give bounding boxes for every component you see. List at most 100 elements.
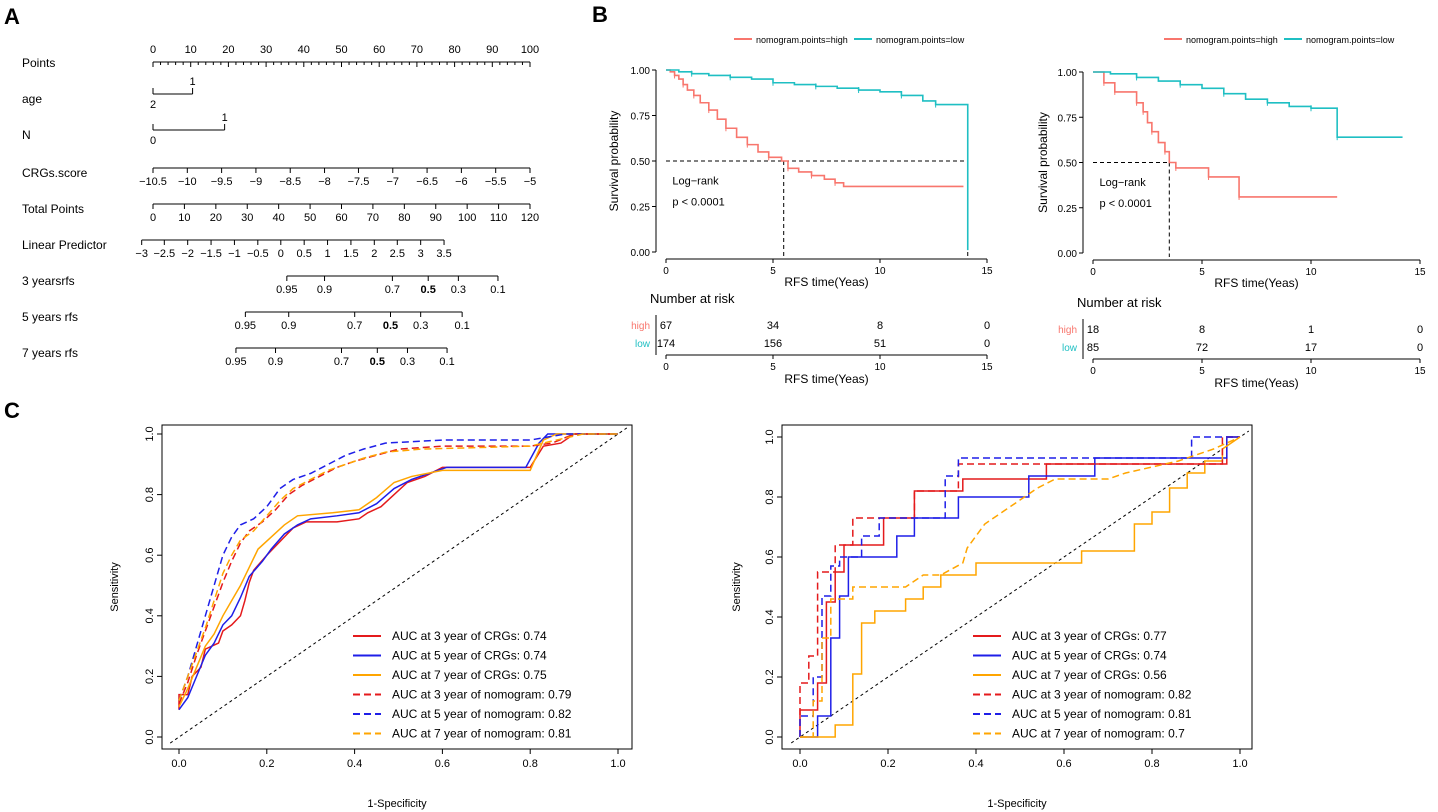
- km-plot-b-left: nomogram.points=high nomogram.points=low 0…: [607, 35, 993, 386]
- survival-curve-low: [666, 69, 969, 251]
- x-tick-label: 0: [1090, 267, 1096, 278]
- nomogram-tick-label: 100: [458, 212, 476, 224]
- plot-frame: [781, 424, 1253, 750]
- pvalue-label: p < 0.0001: [1100, 198, 1152, 210]
- legend-label: AUC at 7 year of nomogram: 0.81: [392, 727, 572, 741]
- nomogram-tick-label: 2.5: [390, 248, 405, 260]
- nomogram-tick-label: 1: [190, 76, 196, 88]
- nomogram-tick-label: 10: [185, 44, 197, 56]
- nomogram-tick-label: −1: [228, 248, 241, 260]
- nomogram-tick-label: 30: [260, 44, 272, 56]
- nomogram-tick-label: −10.5: [139, 176, 167, 188]
- roc-curve: [800, 436, 1240, 738]
- legend-label: AUC at 3 year of CRGs: 0.74: [392, 629, 547, 643]
- y-tick-label: 0.0: [144, 729, 156, 744]
- x-tick-label: 0.6: [435, 758, 450, 770]
- risk-x-tick-label: 5: [1199, 366, 1205, 377]
- nomogram-row-label: CRGs.score: [22, 166, 88, 180]
- legend-label-low: nomogram.points=low: [1306, 35, 1395, 45]
- x-tick-label: 15: [1414, 267, 1426, 278]
- roc-plot-c-left: 0.0 0.0 0.2 0.2 0.4 0.4 0.6 0.6 0.8 0.8 1.0 1.0 1-Sp…: [109, 424, 633, 810]
- risk-count: 51: [874, 338, 886, 350]
- risk-table-title: Number at risk: [1077, 295, 1162, 310]
- roc-curve: [800, 436, 1241, 738]
- legend-label: AUC at 5 year of CRGs: 0.74: [1012, 649, 1167, 663]
- nomogram-tick-label: 70: [367, 212, 379, 224]
- panel-label-a: A: [4, 4, 20, 29]
- risk-count: 34: [767, 320, 779, 332]
- x-axis-title: 1-Specificity: [367, 798, 427, 810]
- risk-count: 0: [984, 338, 990, 350]
- risk-count: 0: [1417, 342, 1423, 354]
- y-tick-label: 0.2: [144, 669, 156, 684]
- panel-label-b: B: [592, 2, 608, 27]
- nomogram-tick-label: −2.5: [153, 248, 175, 260]
- survival-curve-high: [666, 69, 964, 188]
- y-tick-label: 0.8: [764, 489, 776, 504]
- nomogram-tick-label: 0: [278, 248, 284, 260]
- risk-count: 0: [984, 320, 990, 332]
- y-tick-label: 0.00: [631, 248, 651, 259]
- risk-x-tick-label: 15: [981, 362, 993, 373]
- nomogram-tick-label: 1.5: [343, 248, 358, 260]
- nomogram-tick-label: 60: [335, 212, 347, 224]
- nomogram-tick-label: −5.5: [485, 176, 507, 188]
- legend-label: AUC at 3 year of nomogram: 0.82: [1012, 688, 1192, 702]
- nomogram-tick-label: 10: [178, 212, 190, 224]
- roc-curve: [178, 433, 618, 701]
- x-axis-title: 1-Specificity: [987, 798, 1047, 810]
- risk-count: 0: [1417, 324, 1423, 336]
- nomogram-tick-label: 50: [335, 44, 347, 56]
- risk-count: 17: [1305, 342, 1317, 354]
- x-tick-label: 1.0: [610, 758, 625, 770]
- risk-x-axis-title: RFS time(Yeas): [784, 372, 868, 386]
- risk-group-label: high: [1058, 325, 1077, 336]
- risk-x-tick-label: 0: [1090, 366, 1096, 377]
- y-tick-label: 1.00: [631, 66, 651, 77]
- nomogram-tick-label: 50: [304, 212, 316, 224]
- legend-label: AUC at 3 year of nomogram: 0.79: [392, 688, 572, 702]
- nomogram-tick-label: 0.95: [235, 320, 256, 332]
- risk-x-tick-label: 10: [1305, 366, 1317, 377]
- nomogram-row-label: 3 yearsrfs: [22, 274, 75, 288]
- nomogram-tick-label: 20: [222, 44, 234, 56]
- nomogram-tick-label: 0.1: [439, 356, 454, 368]
- nomogram-tick-label: 0.7: [334, 356, 349, 368]
- nomogram-tick-label: 20: [210, 212, 222, 224]
- nomogram-tick-label: 1: [324, 248, 330, 260]
- nomogram-tick-label: −2: [181, 248, 194, 260]
- y-tick-label: 0.25: [631, 203, 651, 214]
- y-tick-label: 0.6: [764, 549, 776, 564]
- nomogram-tick-label: 40: [273, 212, 285, 224]
- legend-label: AUC at 5 year of CRGs: 0.74: [392, 649, 547, 663]
- legend-label: AUC at 7 year of CRGs: 0.75: [392, 668, 547, 682]
- nomogram-row-label: 5 years rfs: [22, 310, 78, 324]
- x-axis-title: RFS time(Yeas): [784, 275, 868, 289]
- y-tick-label: 0.6: [144, 548, 156, 563]
- legend-label-high: nomogram.points=high: [756, 35, 848, 45]
- nomogram-tick-label: 0.1: [454, 320, 469, 332]
- nomogram-tick-label: 0.3: [451, 284, 466, 296]
- risk-group-label: low: [1062, 343, 1078, 354]
- nomogram-tick-label: 110: [490, 212, 508, 224]
- legend-label: AUC at 5 year of nomogram: 0.81: [1012, 707, 1192, 721]
- nomogram-tick-label: −6: [455, 176, 468, 188]
- y-tick-label: 0.75: [1058, 113, 1078, 124]
- x-tick-label: 10: [874, 266, 886, 277]
- nomogram-tick-label: 30: [241, 212, 253, 224]
- nomogram-tick-label: 0.5: [421, 284, 436, 296]
- nomogram-tick-label: −7: [386, 176, 399, 188]
- survival-curve-high: [1093, 71, 1338, 198]
- y-tick-label: 0.25: [1058, 204, 1078, 215]
- nomogram-tick-label: −7.5: [348, 176, 370, 188]
- nomogram-tick-label: 0.7: [385, 284, 400, 296]
- nomogram-tick-label: 0.9: [268, 356, 283, 368]
- nomogram-tick-label: 0.9: [317, 284, 332, 296]
- x-tick-label: 0.0: [792, 758, 807, 770]
- nomogram-tick-label: −3: [135, 248, 148, 260]
- x-tick-label: 0.4: [968, 758, 983, 770]
- y-tick-label: 0.4: [144, 608, 156, 623]
- nomogram-tick-label: 0.3: [413, 320, 428, 332]
- logrank-label: Log−rank: [1100, 177, 1147, 189]
- y-tick-label: 0.00: [1058, 249, 1078, 260]
